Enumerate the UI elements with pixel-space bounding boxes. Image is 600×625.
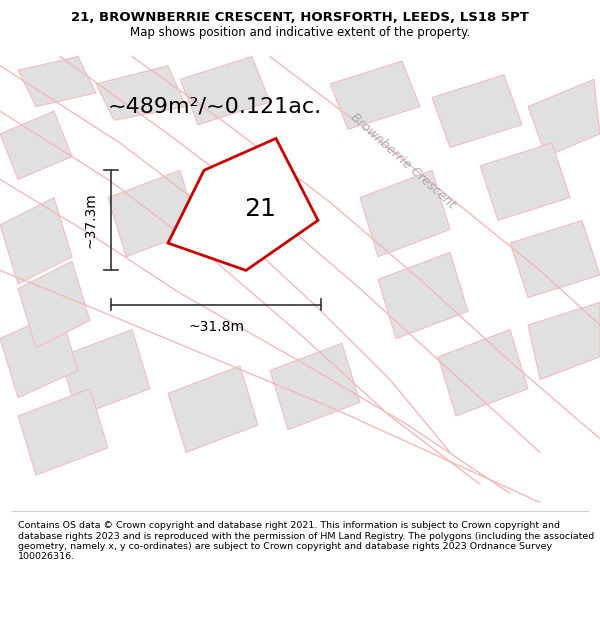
Polygon shape — [528, 302, 600, 379]
Polygon shape — [438, 329, 528, 416]
Polygon shape — [360, 170, 450, 257]
Polygon shape — [168, 366, 258, 452]
Text: Contains OS data © Crown copyright and database right 2021. This information is : Contains OS data © Crown copyright and d… — [18, 521, 594, 561]
Polygon shape — [180, 56, 270, 125]
Polygon shape — [60, 329, 150, 416]
Text: 21: 21 — [244, 196, 277, 221]
Polygon shape — [96, 66, 186, 120]
Polygon shape — [480, 143, 570, 221]
Text: ~489m²/~0.121ac.: ~489m²/~0.121ac. — [108, 97, 322, 117]
Text: Brownberrie Crescent: Brownberrie Crescent — [348, 111, 458, 212]
Polygon shape — [378, 253, 468, 339]
Text: 21, BROWNBERRIE CRESCENT, HORSFORTH, LEEDS, LS18 5PT: 21, BROWNBERRIE CRESCENT, HORSFORTH, LEE… — [71, 11, 529, 24]
Polygon shape — [510, 221, 600, 298]
Polygon shape — [18, 56, 96, 107]
Polygon shape — [0, 198, 72, 284]
Polygon shape — [18, 389, 108, 475]
Polygon shape — [18, 261, 90, 348]
Polygon shape — [0, 311, 78, 398]
Polygon shape — [0, 111, 72, 179]
Polygon shape — [168, 139, 318, 271]
Polygon shape — [330, 61, 420, 129]
Polygon shape — [432, 75, 522, 148]
Text: ~37.3m: ~37.3m — [84, 192, 98, 248]
Text: Map shows position and indicative extent of the property.: Map shows position and indicative extent… — [130, 26, 470, 39]
Polygon shape — [108, 170, 198, 257]
Polygon shape — [528, 79, 600, 157]
Text: ~31.8m: ~31.8m — [188, 321, 244, 334]
Polygon shape — [270, 343, 360, 429]
